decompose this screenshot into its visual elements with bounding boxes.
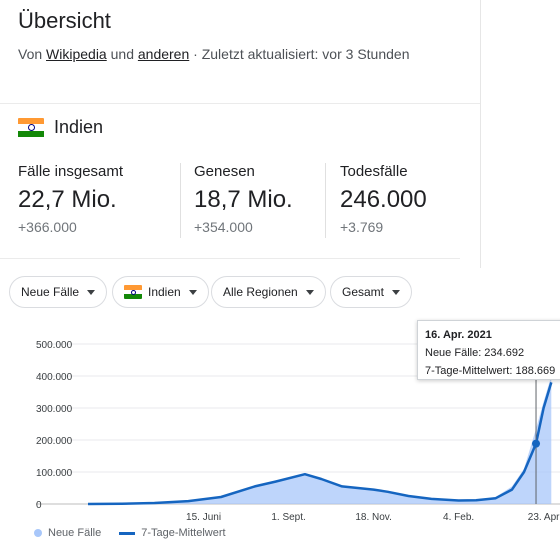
- divider: [0, 258, 460, 259]
- chevron-down-icon: [188, 289, 197, 295]
- stat-delta: +354.000: [194, 219, 253, 235]
- tooltip-new-cases: Neue Fälle: 234.692: [425, 347, 525, 359]
- legend-new-cases: Neue Fälle: [48, 527, 102, 539]
- hover-point: [532, 439, 541, 448]
- stat-label: Genesen: [194, 163, 255, 180]
- seven-day-average-line: [87, 382, 553, 506]
- y-tick-label: 500.000: [36, 340, 73, 351]
- stat-value: 22,7 Mio.: [18, 186, 117, 213]
- india-flag-icon: [18, 117, 44, 138]
- average-legend-swatch: [119, 531, 136, 535]
- chevron-down-icon: [392, 289, 401, 295]
- y-tick-label: 100.000: [36, 468, 73, 479]
- stat-value: 246.000: [340, 186, 427, 213]
- tooltip-date: 16. Apr. 2021: [425, 329, 492, 341]
- x-tick-label: 23. Apr: [528, 512, 560, 523]
- y-axis-labels: 500.000 400.000 300.000 200.000 100.000 0: [36, 340, 73, 511]
- y-tick-label: 200.000: [36, 436, 73, 447]
- india-flag-icon: [124, 285, 142, 299]
- stat-label: Fälle insgesamt: [18, 163, 124, 180]
- new-cases-area: [88, 376, 552, 504]
- y-tick-label: 0: [36, 500, 42, 511]
- overview-panel: Übersicht Von Wikipedia und anderen · Zu…: [0, 0, 481, 268]
- chevron-down-icon: [87, 289, 96, 295]
- wikipedia-link[interactable]: Wikipedia: [46, 46, 107, 62]
- metric-dropdown[interactable]: Neue Fälle: [9, 276, 108, 308]
- source-line: Von Wikipedia und anderen · Zuletzt aktu…: [18, 44, 418, 65]
- others-link[interactable]: anderen: [137, 46, 190, 62]
- country-label: Indien: [148, 285, 181, 299]
- country-name: Indien: [54, 117, 104, 137]
- stat-deaths: Todesfälle 246.000 +3.769: [340, 163, 427, 235]
- tooltip-average: 7-Tage-Mittelwert: 188.669: [425, 365, 556, 377]
- x-tick-label: 18. Nov.: [355, 512, 392, 523]
- stat-value: 18,7 Mio.: [194, 186, 293, 213]
- page-title: Übersicht: [18, 8, 111, 33]
- period-dropdown[interactable]: Gesamt: [330, 276, 413, 308]
- stat-separator: [325, 163, 326, 238]
- chart-legend: Neue Fälle 7-Tage-Mittelwert: [34, 527, 226, 539]
- y-tick-label: 400.000: [36, 372, 73, 383]
- last-updated: · Zuletzt aktualisiert: vor 3 Stunden: [193, 46, 410, 62]
- stat-label: Todesfälle: [340, 163, 408, 180]
- x-tick-label: 4. Feb.: [443, 512, 474, 523]
- divider: [0, 103, 480, 104]
- stat-delta: +3.769: [340, 219, 384, 235]
- metric-label: Neue Fälle: [21, 285, 80, 299]
- country-dropdown[interactable]: Indien: [112, 276, 209, 308]
- legend-average: 7-Tage-Mittelwert: [141, 527, 226, 539]
- x-axis-labels: 15. Juni 1. Sept. 18. Nov. 4. Feb. 23. Apr: [186, 512, 560, 523]
- stat-total-cases: Fälle insgesamt 22,7 Mio. +366.000: [18, 163, 123, 235]
- region-dropdown[interactable]: Alle Regionen: [211, 276, 326, 308]
- stat-recovered: Genesen 18,7 Mio. +354.000: [194, 163, 293, 235]
- chevron-down-icon: [305, 289, 314, 295]
- x-tick-label: 15. Juni: [186, 512, 221, 523]
- stat-delta: +366.000: [18, 219, 77, 235]
- y-tick-label: 300.000: [36, 404, 73, 415]
- x-tick-label: 1. Sept.: [271, 512, 305, 523]
- new-cases-legend-swatch: [34, 529, 42, 537]
- country-header: Indien: [18, 117, 103, 138]
- region-label: Alle Regionen: [223, 285, 298, 299]
- cases-chart[interactable]: 500.000 400.000 300.000 200.000 100.000 0 15.…: [0, 320, 560, 530]
- source-prefix: Von: [18, 46, 43, 62]
- chart-tooltip: 16. Apr. 2021 Neue Fälle: 234.692 7-Tage…: [417, 320, 560, 380]
- stat-separator: [180, 163, 181, 238]
- period-label: Gesamt: [342, 285, 385, 299]
- source-mid: und: [110, 46, 134, 62]
